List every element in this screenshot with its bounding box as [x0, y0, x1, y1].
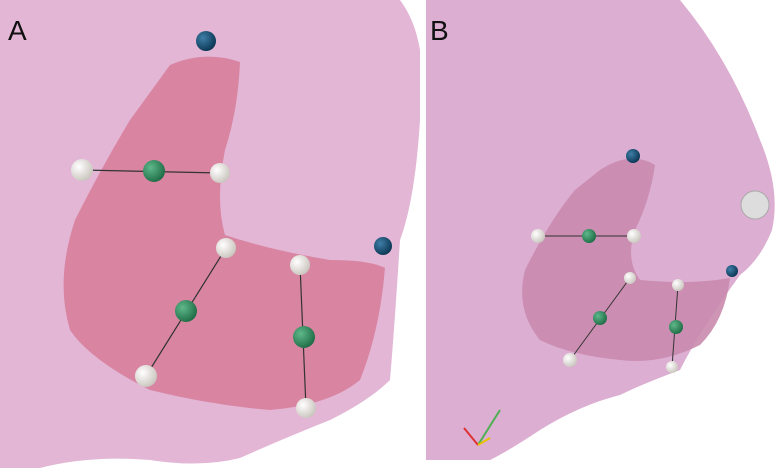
panel-a — [0, 0, 420, 468]
measured-region — [63, 56, 386, 411]
marker — [740, 190, 770, 220]
panel-b — [426, 0, 781, 460]
panel-label: A — [8, 15, 27, 46]
measured-region — [522, 158, 730, 361]
axes-gizmo — [463, 409, 501, 446]
landmarks — [531, 149, 738, 373]
panel-label: B — [430, 15, 449, 46]
landmarks — [71, 31, 392, 418]
